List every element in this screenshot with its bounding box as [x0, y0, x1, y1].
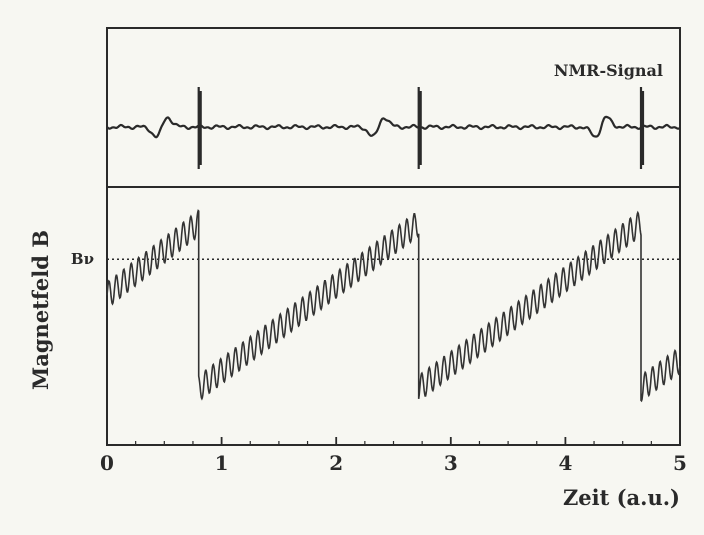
nmr-signal-label: NMR-Signal [554, 61, 663, 80]
nmr-signal-trace [106, 87, 681, 169]
x-tick-label: 5 [673, 451, 687, 475]
x-axis-ticks: 0 1 2 3 4 5 [100, 437, 687, 475]
y-axis-label: Magnetfeld B [28, 230, 53, 390]
x-tick-label: 0 [100, 451, 114, 475]
x-tick-label: 1 [215, 451, 229, 475]
x-tick-label: 2 [329, 451, 343, 475]
top-panel-frame [106, 27, 681, 188]
x-tick-label: 4 [558, 451, 572, 475]
x-axis-label: Zeit (a.u.) [563, 485, 680, 510]
magnetic-field-trace [106, 209, 681, 403]
x-tick-label: 3 [444, 451, 458, 475]
b-nu-label: Bν [71, 250, 94, 268]
